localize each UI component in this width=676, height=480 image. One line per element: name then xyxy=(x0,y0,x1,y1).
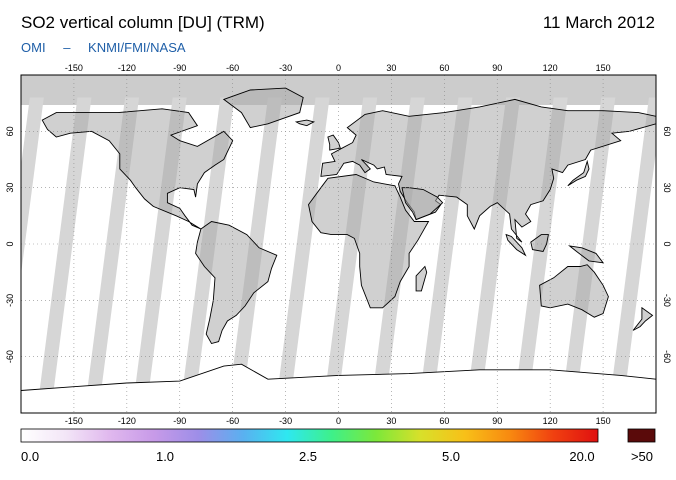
lat-tick-label-left: 30 xyxy=(5,183,15,193)
no-data-swath xyxy=(21,97,44,275)
no-data-swath xyxy=(324,97,378,398)
landmass-north-america xyxy=(41,108,234,230)
lon-tick-label-bottom: -90 xyxy=(173,416,186,426)
lon-tick-label-bottom: 0 xyxy=(336,416,341,426)
landmass-iceland xyxy=(294,119,316,127)
lat-tick-label-right: 0 xyxy=(662,241,672,246)
colorbar-overflow-box xyxy=(627,428,656,443)
landmass-new-zealand xyxy=(632,306,654,331)
landmass-sumatra xyxy=(505,233,527,257)
lon-tick-label-top: -150 xyxy=(65,63,83,73)
colorbar xyxy=(20,428,599,443)
colorbar-label-3: 5.0 xyxy=(441,449,461,464)
landmass-japan xyxy=(567,159,590,187)
map-date: 11 March 2012 xyxy=(542,13,655,32)
map-frame xyxy=(20,74,657,414)
landmass-indonesia-borneo xyxy=(530,234,549,253)
landmass-madagascar xyxy=(415,265,428,292)
map-title: SO2 vertical column [DU] (TRM) xyxy=(21,13,265,32)
lon-tick-label-top: 30 xyxy=(386,63,396,73)
landmass-south-america xyxy=(195,221,278,345)
lon-tick-label-top: -90 xyxy=(173,63,186,73)
landmass-new-guinea xyxy=(568,245,605,264)
colorbar-label-4: 20.0 xyxy=(569,449,595,464)
colorbar-overflow-label: >50 xyxy=(630,449,654,464)
lon-tick-label-bottom: 60 xyxy=(439,416,449,426)
landmass-arabia xyxy=(401,187,444,221)
lon-tick-label-bottom: 30 xyxy=(386,416,396,426)
colorbar-label-1: 1.0 xyxy=(155,449,175,464)
graticule xyxy=(21,75,656,413)
lon-tick-label-bottom: 150 xyxy=(596,416,611,426)
lon-tick-label-top: 90 xyxy=(492,63,502,73)
lon-tick-label-top: 120 xyxy=(543,63,558,73)
landmass-australia xyxy=(539,264,609,318)
colorbar-label-2: 2.5 xyxy=(298,449,318,464)
no-data-swath xyxy=(562,97,616,398)
landmasses xyxy=(21,87,656,413)
lon-tick-label-bottom: -30 xyxy=(279,416,292,426)
no-data-swath xyxy=(610,97,656,398)
lon-tick-label-top: -30 xyxy=(279,63,292,73)
landmass-greenland xyxy=(222,87,304,129)
colorbar-label-0: 0.0 xyxy=(21,449,40,464)
credit-instrument: OMI xyxy=(21,40,46,55)
lat-tick-label-left: -30 xyxy=(5,294,15,307)
lon-tick-label-bottom: -150 xyxy=(65,416,83,426)
lat-tick-label-right: 30 xyxy=(662,183,672,193)
lat-tick-label-right: -60 xyxy=(662,350,672,363)
credit-organization: KNMI/FMI/NASA xyxy=(88,40,186,55)
lon-tick-label-top: -120 xyxy=(118,63,136,73)
no-data-swath xyxy=(38,97,92,398)
lon-tick-label-bottom: 120 xyxy=(543,416,558,426)
lon-tick-label-top: 0 xyxy=(336,63,341,73)
lat-tick-label-left: 60 xyxy=(5,126,15,136)
lat-tick-label-left: 0 xyxy=(5,241,15,246)
lon-tick-label-bottom: -60 xyxy=(226,416,239,426)
credit-line: OMI – KNMI/FMI/NASA xyxy=(21,40,186,55)
lon-tick-label-top: -60 xyxy=(226,63,239,73)
lon-tick-label-top: 150 xyxy=(596,63,611,73)
axis-ticks: -150 -150 -120 -120 -90 -90 -60 -60 -30 -30 0 0 30 30… xyxy=(5,63,672,426)
lon-tick-label-top: 60 xyxy=(439,63,449,73)
no-data-swath xyxy=(276,97,330,398)
lon-tick-label-bottom: 90 xyxy=(492,416,502,426)
credit-separator: – xyxy=(63,40,71,55)
lon-tick-label-bottom: -120 xyxy=(118,416,136,426)
lat-tick-label-right: 60 xyxy=(662,126,672,136)
lat-tick-label-left: -60 xyxy=(5,350,15,363)
landmass-uk xyxy=(327,134,341,151)
lat-tick-label-right: -30 xyxy=(662,294,672,307)
landmass-antarctica xyxy=(21,363,656,413)
